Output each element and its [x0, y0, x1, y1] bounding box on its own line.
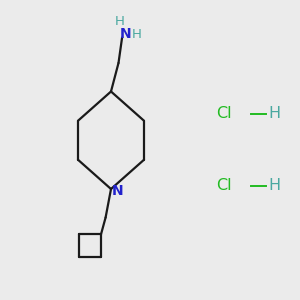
Text: N: N: [120, 28, 131, 41]
Text: H: H: [268, 178, 280, 194]
Text: H: H: [268, 106, 280, 122]
Text: N: N: [112, 184, 123, 198]
Text: Cl: Cl: [216, 178, 232, 194]
Text: Cl: Cl: [216, 106, 232, 122]
Text: H: H: [132, 28, 142, 41]
Text: H: H: [115, 15, 124, 28]
